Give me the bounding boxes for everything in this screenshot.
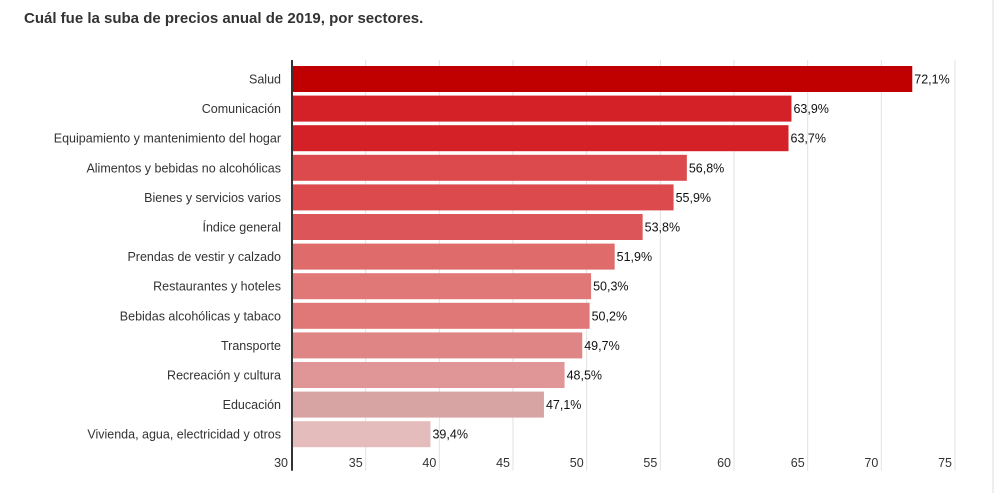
category-label: Restaurantes y hoteles [153,280,281,294]
x-tick-label: 70 [864,456,878,470]
bar [292,184,674,211]
category-label: Salud [249,73,281,87]
category-label: Alimentos y bebidas no alcohólicas [86,161,281,175]
x-tick-label: 50 [570,456,584,470]
category-label: Equipamiento y mantenimiento del hogar [54,132,281,146]
bar [292,362,565,388]
x-tick-label: 45 [496,456,510,470]
value-label: 55,9% [676,191,711,205]
x-axis-ticks: 30 35 40 45 50 55 60 65 70 75 [274,456,952,470]
category-label: Vivienda, agua, electricidad y otros [87,428,281,442]
value-label: 47,1% [546,398,581,412]
category-label: Índice general [202,220,281,235]
x-tick-label: 30 [274,456,288,470]
category-label: Recreación y cultura [167,369,281,383]
x-tick-label: 55 [643,456,657,470]
panel-border [992,0,994,493]
value-label: 72,1% [914,73,949,87]
x-tick-label: 35 [349,456,363,470]
value-label: 50,3% [593,280,628,294]
category-label: Bienes y servicios varios [144,191,281,205]
value-label: 53,8% [645,221,680,235]
value-label: 48,5% [567,369,602,383]
value-label: 50,2% [592,309,627,323]
value-label: 56,8% [689,161,724,175]
bar [292,243,615,270]
category-label: Prendas de vestir y calzado [127,250,281,264]
category-label: Transporte [221,339,281,353]
value-label: 63,7% [791,132,826,146]
bar [292,95,792,122]
category-labels: Salud Comunicación Equipamiento y mantenim… [54,73,281,442]
bar [292,154,687,181]
bar [292,332,583,359]
value-labels: 72,1% 63,9% 63,7% 56,8% 55,9% 53,8% 51,9% 50,3%… [432,73,949,442]
x-tick-label: 40 [422,456,436,470]
bar [292,273,592,300]
category-label: Comunicación [202,102,281,116]
category-label: Educación [223,398,281,412]
value-label: 51,9% [617,250,652,264]
x-tick-label: 65 [791,456,805,470]
category-label: Bebidas alcohólicas y tabaco [120,309,281,323]
bar [292,391,544,418]
value-label: 39,4% [432,428,467,442]
value-label: 63,9% [793,102,828,116]
chart-title: Cuál fue la suba de precios anual de 201… [24,10,424,27]
value-label: 49,7% [584,339,619,353]
x-tick-label: 75 [938,456,952,470]
bar [292,302,590,329]
bar [292,421,431,448]
x-tick-label: 60 [717,456,731,470]
bars [292,66,913,448]
bar [292,125,789,152]
bar [292,214,643,240]
bar [292,66,913,92]
